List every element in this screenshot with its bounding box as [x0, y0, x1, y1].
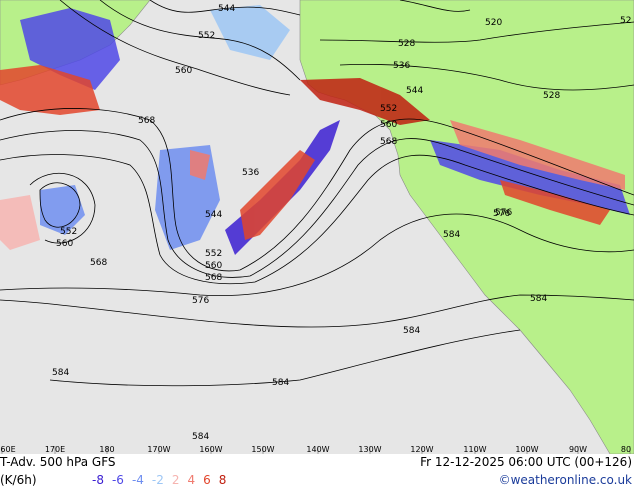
- longitude-label: 130W: [358, 445, 382, 454]
- contour-label: 568: [205, 273, 222, 283]
- map-canvas: 544 552 560 568 520 528 536 544 552 560 …: [0, 0, 634, 454]
- legend-value: 4: [187, 473, 196, 487]
- contour-line: [39, 182, 81, 228]
- contour-line: [0, 154, 634, 285]
- contour-label: 528: [398, 39, 415, 49]
- longitude-label: 170E: [44, 445, 66, 454]
- longitude-label: 110W: [463, 445, 487, 454]
- warm-patch: [300, 78, 430, 125]
- warm-patch: [500, 180, 610, 225]
- longitude-label: 160W: [199, 445, 223, 454]
- contour-label: 520: [485, 18, 502, 28]
- credit-link[interactable]: ©weatheronline.co.uk: [498, 473, 632, 487]
- contour-layer: [0, 0, 634, 387]
- north-america-landmass: [299, 0, 634, 454]
- color-legend: -8 -6 -4 -2 2 4 6 8: [92, 473, 226, 487]
- contour-label: 536: [393, 61, 410, 71]
- contour-label: 576: [495, 208, 512, 218]
- contour-label: 52: [620, 16, 631, 26]
- contour-label: 584: [403, 326, 420, 336]
- contour-line: [99, 0, 301, 81]
- contour-label: 560: [380, 120, 397, 130]
- contour-label: 560: [56, 239, 73, 249]
- longitude-label: 180: [99, 445, 115, 454]
- contour-line: [399, 0, 471, 12]
- contour-label: 552: [198, 31, 215, 41]
- contour-label: 536: [242, 168, 259, 178]
- contour-line: [29, 172, 96, 244]
- warm-patch: [450, 120, 625, 190]
- contour-label: 568: [380, 137, 397, 147]
- contour-label: 584: [192, 432, 209, 442]
- longitude-label: 90W: [568, 445, 588, 454]
- contour-line: [49, 329, 521, 387]
- warm-patch: [240, 150, 315, 240]
- contour-line: [0, 294, 634, 328]
- contour-label: 544: [218, 4, 235, 14]
- warm-patch: [0, 65, 100, 115]
- longitude-label: 100W: [515, 445, 539, 454]
- valid-time: Fr 12-12-2025 06:00 UTC (00+126): [420, 455, 632, 469]
- contour-line: [339, 63, 634, 91]
- weather-map: 544 552 560 568 520 528 536 544 552 560 …: [0, 0, 634, 454]
- legend-value: -4: [131, 473, 144, 487]
- longitude-label: 150W: [251, 445, 275, 454]
- contour-label: 584: [530, 294, 547, 304]
- contour-line: [0, 108, 634, 272]
- contour-label: 552: [380, 104, 397, 114]
- contour-label: 560: [175, 66, 192, 76]
- contour-line: [149, 0, 301, 16]
- contour-labels: 544 552 560 568 520 528 536 544 552 560 …: [52, 4, 631, 442]
- longitude-label: 80: [620, 445, 632, 454]
- legend-value: -6: [111, 473, 124, 487]
- contour-label: 584: [52, 368, 69, 378]
- contour-label: 568: [138, 116, 155, 126]
- contour-label: 544: [205, 210, 222, 220]
- contour-line: [0, 213, 634, 297]
- contour-label: 568: [90, 258, 107, 268]
- longitude-label: 140W: [306, 445, 330, 454]
- cold-patch: [430, 140, 630, 215]
- longitude-label: 170W: [147, 445, 171, 454]
- warm-patch: [190, 150, 210, 180]
- contour-label: 560: [205, 261, 222, 271]
- legend-value: 2: [171, 473, 180, 487]
- contour-label: 584: [272, 378, 289, 388]
- contour-label: 528: [543, 91, 560, 101]
- contour-line: [59, 0, 291, 96]
- legend-value: 6: [203, 473, 211, 487]
- longitude-ticks: [1, 446, 631, 454]
- warm-patch: [0, 195, 40, 250]
- cold-patch: [210, 5, 290, 60]
- cold-patch: [20, 8, 120, 90]
- longitude-label: 60E: [0, 445, 16, 454]
- legend-value: 8: [218, 473, 227, 487]
- legend-value: -2: [151, 473, 164, 487]
- cold-patch: [155, 145, 220, 250]
- warm-advection-layer: [0, 65, 625, 250]
- contour-label: 552: [60, 227, 77, 237]
- legend-value: -8: [92, 473, 104, 487]
- map-footer: T-Adv. 500 hPa GFS Fr 12-12-2025 06:00 U…: [0, 454, 634, 490]
- contour-label: 544: [406, 86, 423, 96]
- contour-label: 576: [493, 209, 510, 219]
- contour-line: [0, 130, 634, 278]
- map-title: T-Adv. 500 hPa GFS: [0, 455, 116, 469]
- longitude-label: 120W: [410, 445, 434, 454]
- contour-label: 552: [205, 249, 222, 259]
- contour-label: 576: [192, 296, 209, 306]
- contour-label: 584: [443, 230, 460, 240]
- unit-label: (K/6h): [0, 473, 37, 487]
- contour-line: [319, 21, 634, 43]
- cold-patch: [40, 185, 85, 235]
